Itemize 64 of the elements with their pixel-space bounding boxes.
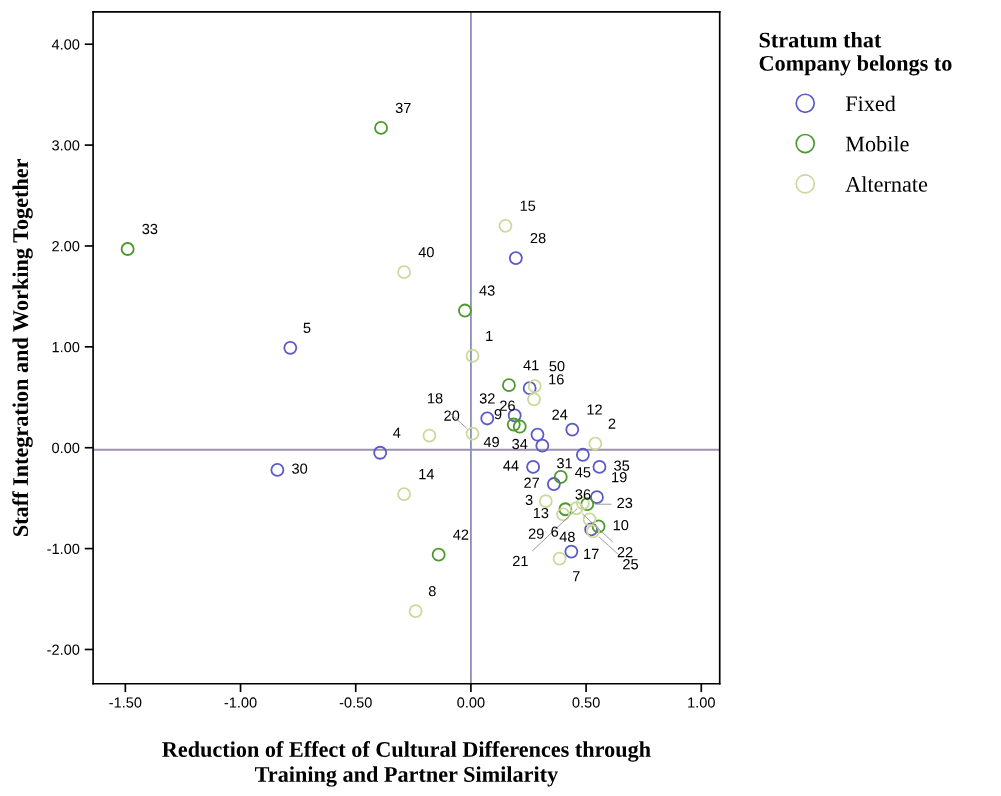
annotation: 10 — [613, 519, 629, 531]
annotation: 48 — [559, 531, 575, 542]
y-tick-label: 1.00 — [52, 341, 80, 353]
annotation: 7 — [572, 571, 580, 582]
annotation: 49 — [483, 436, 499, 448]
annotation: 32 — [479, 393, 495, 404]
annotation: 36 — [575, 489, 591, 500]
annotation: 24 — [552, 409, 568, 420]
annotation: 26 — [500, 400, 515, 411]
x-tick-label: -1.00 — [224, 697, 257, 708]
annotation: 50 — [549, 361, 565, 372]
x-tick-label: 1.00 — [688, 697, 715, 708]
annotation: 8 — [428, 585, 436, 597]
annotation: 29 — [528, 528, 544, 539]
annotation: 34 — [512, 438, 528, 450]
annotation: 37 — [395, 102, 411, 114]
annotation: 28 — [530, 232, 546, 244]
legend-title: Stratum that Company belongs to — [759, 31, 952, 76]
annotation: 35 — [614, 460, 630, 471]
annotation: 1 — [486, 330, 493, 341]
y-tick-label: -1.00 — [47, 543, 80, 555]
y-tick-label: 4.00 — [51, 39, 80, 50]
annotation: 12 — [587, 404, 602, 415]
annotation: 5 — [303, 322, 311, 334]
x-axis-title: Reduction of Effect of Cultural Differences through Training and Partner Similarity — [162, 741, 651, 787]
annotation: 3 — [525, 494, 533, 506]
annotation: 18 — [428, 393, 443, 404]
y-axis-title: Staff Integration and Working Together — [12, 158, 33, 537]
annotation: 40 — [418, 247, 434, 258]
y-tick-label: 0.00 — [52, 442, 80, 454]
annotation: 9 — [494, 409, 502, 420]
annotation: 17 — [584, 548, 599, 559]
legend-label: Alternate — [845, 176, 928, 192]
annotation: 16 — [549, 374, 564, 385]
annotation: 31 — [557, 458, 572, 469]
x-tick-label: 0.00 — [457, 697, 485, 708]
annotation: 44 — [503, 460, 519, 471]
annotation: 43 — [479, 285, 495, 296]
annotation: 14 — [419, 469, 435, 480]
annotation: 30 — [292, 463, 308, 474]
annotation: 41 — [523, 360, 539, 371]
annotation: 42 — [453, 529, 469, 540]
annotation: 19 — [612, 471, 627, 483]
annotation: 27 — [524, 477, 539, 488]
annotation: 13 — [533, 507, 549, 519]
annotation: 20 — [444, 410, 460, 421]
annotation: 45 — [575, 467, 591, 478]
x-tick-label: -1.50 — [109, 697, 142, 708]
y-tick-label: 3.00 — [52, 140, 80, 151]
annotation: 2 — [608, 418, 616, 429]
annotation: 25 — [623, 559, 639, 570]
annotation: 22 — [617, 546, 633, 558]
y-tick-label: -2.00 — [47, 644, 80, 655]
annotation: 6 — [551, 526, 559, 537]
annotation: 33 — [142, 223, 158, 235]
annotation: 4 — [393, 427, 401, 438]
annotation: 23 — [617, 497, 633, 509]
annotation: 15 — [520, 200, 536, 211]
legend-label: Mobile — [845, 135, 909, 152]
annotation: 21 — [513, 555, 528, 566]
x-tick-label: 0.50 — [572, 697, 600, 708]
x-tick-label: -0.50 — [339, 697, 372, 708]
legend-label: Fixed — [845, 95, 896, 112]
y-tick-label: 2.00 — [52, 241, 80, 252]
